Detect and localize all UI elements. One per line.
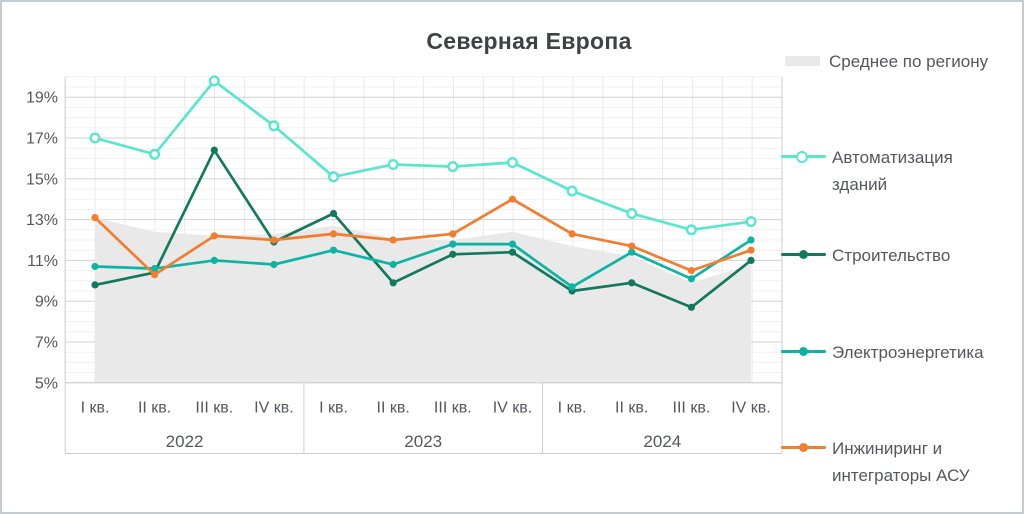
data-point — [507, 156, 519, 168]
data-point — [151, 271, 159, 279]
data-point — [747, 256, 755, 264]
y-tick-label: 11% — [27, 253, 58, 270]
legend-label-construction: Строительство — [832, 246, 951, 265]
data-point — [328, 171, 340, 183]
axis-lines — [64, 76, 783, 454]
data-point — [389, 236, 397, 244]
data-point — [268, 120, 280, 132]
data-point — [685, 224, 697, 236]
quarter-label: IV кв. — [493, 400, 533, 417]
data-point — [270, 260, 278, 269]
data-point — [508, 248, 517, 256]
legend-swatch-construction — [781, 250, 826, 259]
data-point — [568, 283, 576, 291]
data-point — [508, 240, 517, 248]
data-point — [568, 230, 576, 238]
data-point — [329, 209, 338, 218]
quarter-label: III кв. — [434, 400, 472, 417]
area-series-average — [95, 217, 751, 383]
chart-title: Северная Европа — [426, 28, 632, 54]
legend-item-engineering: Инжиниринг и интеграторы АСУ — [781, 435, 1022, 489]
series-power — [91, 236, 755, 291]
data-point — [447, 161, 459, 173]
data-point — [149, 148, 161, 160]
legend-marker-dot — [796, 150, 808, 163]
quarter-label: III кв. — [195, 400, 233, 417]
legend-item-building-automation: Автоматизация зданий — [781, 144, 1022, 198]
legend-swatch-open-marker — [781, 150, 826, 163]
legend-item-power: Электроэнергетика — [781, 339, 1022, 366]
y-tick-label: 19% — [26, 90, 58, 107]
y-tick-label: 13% — [26, 212, 58, 229]
data-point — [210, 146, 218, 154]
data-point — [329, 246, 338, 254]
y-tick-label: 7% — [35, 335, 58, 352]
quarter-label: I кв. — [319, 400, 348, 417]
quarter-label: I кв. — [81, 400, 110, 417]
series-engineering — [91, 195, 755, 279]
data-point — [91, 281, 99, 289]
data-point — [389, 279, 397, 287]
y-tick-label: 9% — [35, 294, 58, 311]
year-label: 2023 — [404, 432, 442, 451]
data-point — [151, 265, 159, 273]
legend-marker-dot — [799, 250, 808, 259]
quarter-label: III кв. — [673, 400, 711, 417]
y-axis-labels: 19% 17% 15% 13% 11% 9% 7% 5% — [26, 90, 58, 393]
data-point — [91, 262, 99, 271]
data-point — [210, 232, 218, 240]
data-point — [389, 260, 397, 269]
data-point — [566, 185, 578, 197]
data-point — [745, 216, 757, 228]
y-tick-label: 17% — [26, 131, 58, 148]
data-point — [628, 242, 636, 250]
quarter-label: II кв. — [377, 400, 410, 417]
data-point — [387, 158, 399, 170]
data-point — [270, 236, 278, 244]
data-point — [449, 230, 457, 238]
data-point — [449, 250, 457, 258]
year-label: 2024 — [643, 432, 681, 451]
quarter-label: II кв. — [615, 400, 648, 417]
quarter-label: IV кв. — [254, 400, 294, 417]
data-point — [208, 75, 220, 87]
data-point — [91, 214, 99, 222]
year-label: 2022 — [166, 432, 204, 451]
data-point — [687, 303, 696, 311]
legend-item-construction: Строительство — [781, 242, 1022, 269]
quarter-label: I кв. — [558, 400, 587, 417]
legend-marker-dot — [799, 347, 808, 356]
series-building-automation — [89, 75, 757, 236]
data-point — [89, 132, 101, 144]
data-point — [508, 195, 517, 203]
data-point — [687, 267, 696, 275]
legend-label-power: Электроэнергетика — [832, 343, 984, 362]
legend-item-average: Среднее по региону — [781, 48, 1022, 75]
legend-label-engineering: Инжиниринг и интеграторы АСУ — [832, 439, 970, 486]
legend-swatch-power — [781, 347, 826, 356]
data-point — [449, 240, 457, 248]
data-point — [210, 256, 218, 264]
legend-marker-dot — [799, 443, 808, 452]
data-point — [687, 275, 696, 283]
legend-label-average: Среднее по региону — [829, 52, 989, 71]
data-point — [747, 246, 755, 254]
y-tick-label: 5% — [35, 375, 58, 392]
x-axis-labels: I кв. II кв. III кв. IV кв. 2022 I кв. II кв. I… — [81, 400, 771, 452]
data-point — [628, 279, 636, 287]
data-point — [628, 248, 636, 256]
data-point — [626, 207, 638, 219]
legend-label-building-automation: Автоматизация зданий — [832, 148, 953, 195]
legend-swatch-area — [785, 56, 820, 66]
data-point — [329, 230, 338, 238]
quarter-label: IV кв. — [731, 400, 771, 417]
data-point — [747, 236, 755, 244]
y-tick-label: 15% — [26, 171, 58, 188]
quarter-label: II кв. — [138, 400, 171, 417]
legend-swatch-engineering — [781, 443, 826, 452]
